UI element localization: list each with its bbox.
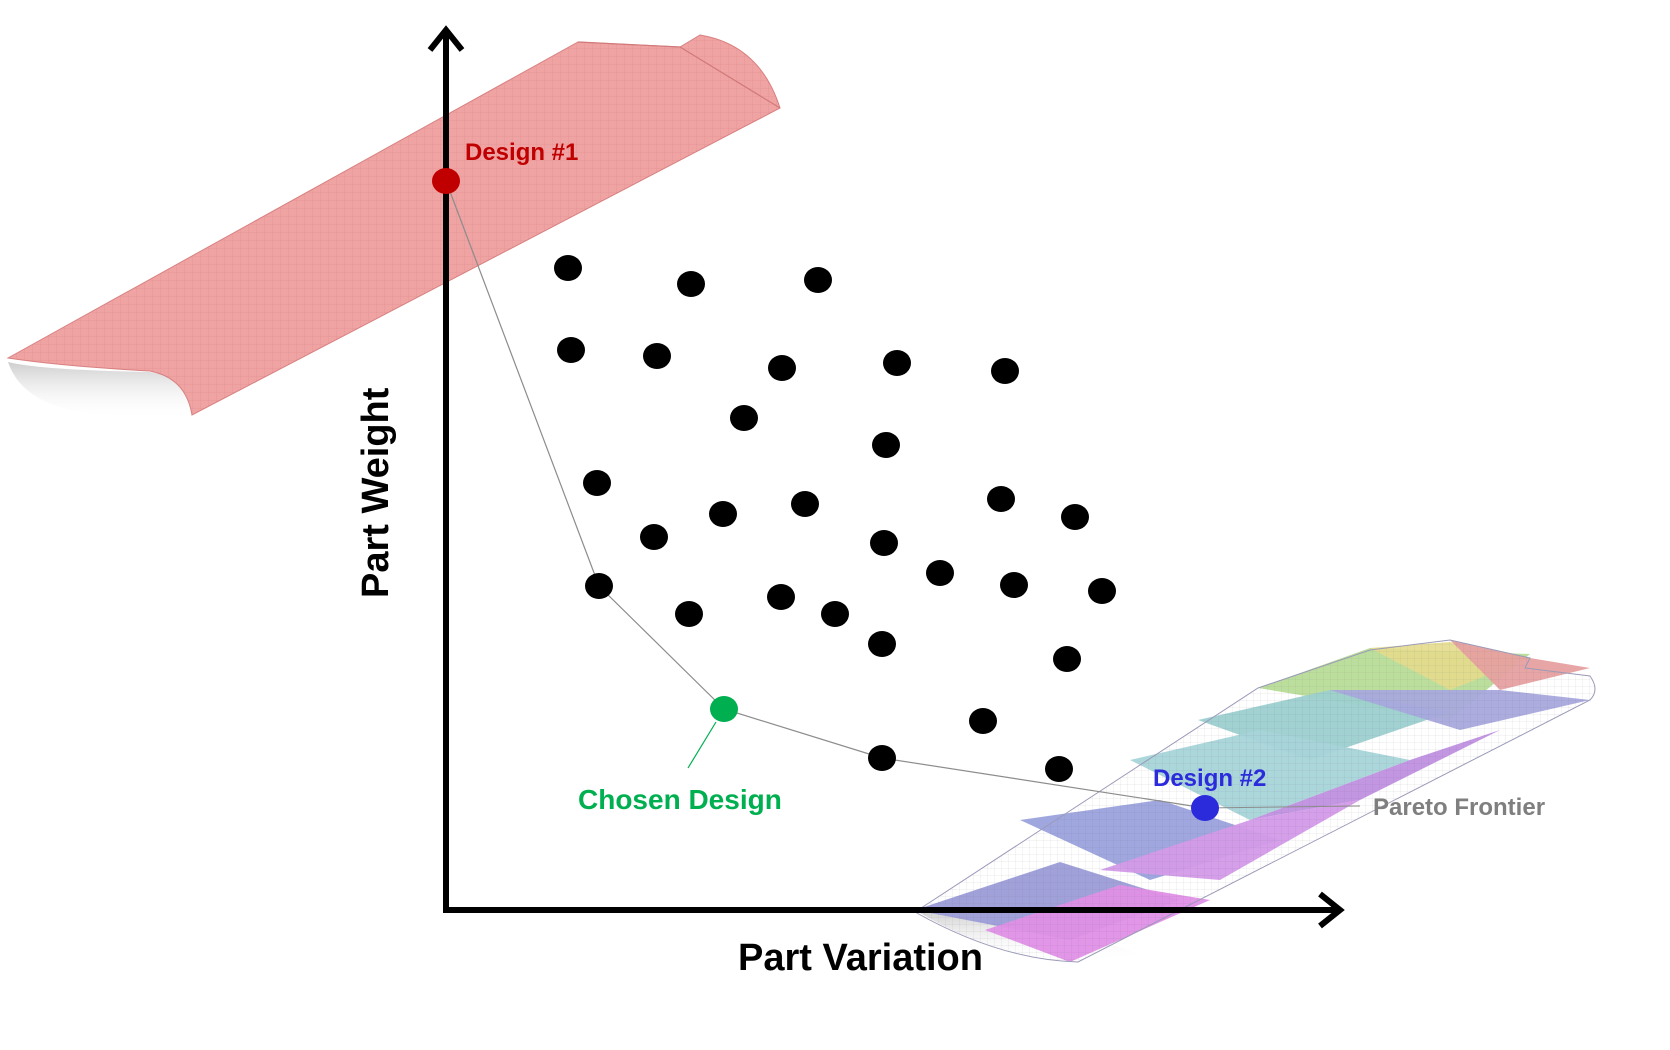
multicolor-wing-panel-icon	[914, 639, 1596, 963]
design-point	[675, 601, 703, 627]
design-point	[870, 530, 898, 556]
design-1-label: Design #1	[465, 139, 578, 166]
design-point	[767, 584, 795, 610]
design-point	[791, 491, 819, 517]
design-point	[926, 560, 954, 586]
pareto-leader-line	[1204, 805, 1361, 809]
design-point	[640, 524, 668, 550]
design-point	[677, 271, 705, 297]
design-point	[583, 470, 611, 496]
chosen-design-point	[710, 696, 738, 722]
design-point	[1088, 578, 1116, 604]
design-point	[821, 601, 849, 627]
design-point	[868, 745, 896, 771]
pareto-frontier-label: Pareto Frontier	[1373, 794, 1545, 821]
design-point	[768, 355, 796, 381]
design-points	[554, 255, 1116, 782]
y-axis-label: Part Weight	[355, 387, 397, 598]
design-point	[557, 337, 585, 363]
design-point	[969, 708, 997, 734]
design-point	[883, 350, 911, 376]
x-axis-label: Part Variation	[738, 937, 983, 979]
design-point	[1000, 572, 1028, 598]
x-axis-arrow-icon	[1318, 891, 1345, 929]
design-2-label: Design #2	[1153, 765, 1266, 792]
design-point	[987, 486, 1015, 512]
chosen-design-label: Chosen Design	[578, 784, 782, 815]
chosen-leader-line	[687, 721, 717, 769]
red-wing-panel-icon	[6, 34, 781, 421]
design-point	[554, 255, 582, 281]
design-point	[1045, 756, 1073, 782]
y-axis-arrow-icon	[427, 25, 465, 52]
design-point	[730, 405, 758, 431]
design-point	[868, 631, 896, 657]
design-point	[643, 343, 671, 369]
design-point	[1061, 504, 1089, 530]
design-1-point	[432, 168, 460, 194]
design-point	[872, 432, 900, 458]
design-2-point	[1191, 795, 1219, 821]
design-point	[804, 267, 832, 293]
design-point	[1053, 646, 1081, 672]
design-point	[991, 358, 1019, 384]
design-point	[585, 573, 613, 599]
design-point	[709, 501, 737, 527]
